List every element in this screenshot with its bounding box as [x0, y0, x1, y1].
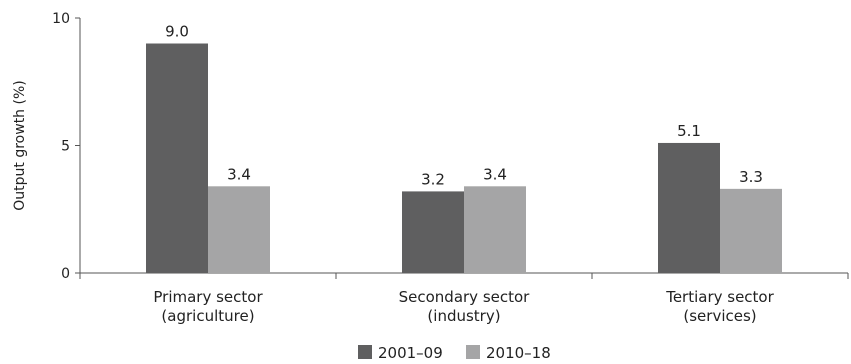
data-label: 9.0 [165, 23, 189, 41]
category-label: Tertiary sector (services) [665, 288, 774, 325]
bar [146, 43, 208, 273]
y-tick-label: 5 [61, 139, 70, 155]
bar [402, 191, 464, 273]
category-label: Secondary sector (industry) [399, 288, 531, 325]
legend-swatch [358, 345, 372, 359]
bars [146, 43, 782, 273]
category-label: Primary sector (agriculture) [153, 288, 263, 325]
legend-swatch [466, 345, 480, 359]
y-tick-label: 10 [52, 11, 70, 27]
bar [720, 188, 782, 273]
data-label: 5.1 [677, 122, 701, 140]
bar [658, 142, 720, 273]
y-axis-title: Output growth (%) [12, 80, 28, 210]
legend-label: 2001–09 [378, 344, 443, 362]
labels: 9.0 3.4 Primary sector (agriculture) 3.2 3.4 S… [153, 23, 774, 326]
data-label: 3.4 [483, 165, 507, 183]
bar [464, 186, 526, 273]
bar [208, 186, 270, 273]
data-label: 3.2 [421, 170, 445, 188]
y-tick-label: 0 [61, 266, 70, 282]
data-label: 3.4 [227, 165, 251, 183]
legend-label: 2010–18 [486, 344, 551, 362]
legend: 2001–09 2010–18 [358, 344, 551, 362]
data-label: 3.3 [739, 168, 763, 186]
